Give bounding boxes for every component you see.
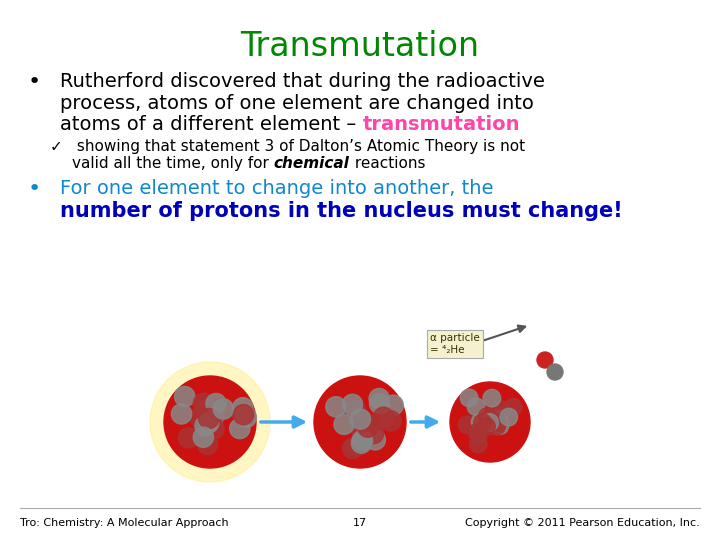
- Circle shape: [481, 412, 498, 430]
- Circle shape: [491, 401, 508, 418]
- Circle shape: [383, 395, 403, 415]
- Circle shape: [351, 433, 372, 453]
- Text: ✓: ✓: [50, 139, 63, 154]
- Text: α particle
= ⁴₂He: α particle = ⁴₂He: [430, 333, 480, 355]
- Text: Rutherford discovered that during the radioactive: Rutherford discovered that during the ra…: [60, 72, 545, 91]
- Circle shape: [190, 407, 210, 428]
- Circle shape: [164, 376, 256, 468]
- Circle shape: [347, 436, 367, 456]
- Circle shape: [197, 399, 217, 419]
- Circle shape: [342, 394, 363, 415]
- Circle shape: [358, 417, 378, 437]
- Circle shape: [347, 408, 367, 429]
- Circle shape: [547, 364, 563, 380]
- Text: showing that statement 3 of Dalton’s Atomic Theory is not: showing that statement 3 of Dalton’s Ato…: [72, 139, 525, 154]
- Text: •: •: [28, 72, 41, 92]
- Circle shape: [350, 415, 371, 435]
- Circle shape: [204, 419, 224, 439]
- Circle shape: [199, 408, 219, 429]
- Circle shape: [487, 417, 505, 435]
- Circle shape: [369, 388, 390, 409]
- Circle shape: [500, 408, 518, 426]
- Text: chemical: chemical: [274, 156, 350, 171]
- Circle shape: [490, 406, 507, 423]
- Circle shape: [364, 423, 384, 444]
- Circle shape: [233, 404, 253, 425]
- Text: 17: 17: [353, 518, 367, 528]
- Circle shape: [206, 394, 226, 414]
- Circle shape: [236, 407, 256, 427]
- Circle shape: [537, 352, 553, 368]
- Text: •: •: [28, 179, 41, 199]
- Circle shape: [459, 416, 476, 434]
- Circle shape: [365, 430, 385, 450]
- Circle shape: [489, 414, 507, 431]
- Circle shape: [479, 408, 496, 426]
- Circle shape: [469, 424, 486, 441]
- Circle shape: [230, 400, 251, 421]
- Text: process, atoms of one element are changed into: process, atoms of one element are change…: [60, 94, 534, 113]
- Circle shape: [334, 414, 354, 434]
- Circle shape: [504, 399, 522, 416]
- Circle shape: [314, 376, 406, 468]
- Circle shape: [203, 406, 223, 426]
- Circle shape: [196, 415, 216, 436]
- Circle shape: [354, 411, 374, 431]
- Text: valid all the time, only for: valid all the time, only for: [72, 156, 274, 171]
- Text: number of protons in the nucleus must change!: number of protons in the nucleus must ch…: [60, 201, 623, 221]
- Circle shape: [490, 410, 508, 428]
- Circle shape: [477, 418, 495, 435]
- Circle shape: [467, 398, 485, 415]
- Text: transmutation: transmutation: [362, 116, 520, 134]
- Circle shape: [469, 435, 487, 453]
- Circle shape: [199, 413, 219, 433]
- Circle shape: [233, 397, 253, 418]
- Text: reactions: reactions: [350, 156, 425, 171]
- Circle shape: [343, 438, 363, 458]
- Circle shape: [352, 430, 372, 450]
- Circle shape: [481, 414, 498, 431]
- Circle shape: [460, 389, 478, 407]
- Circle shape: [150, 362, 270, 482]
- Text: atoms of a different element –: atoms of a different element –: [60, 116, 362, 134]
- Circle shape: [369, 394, 390, 414]
- Circle shape: [171, 404, 192, 424]
- Circle shape: [489, 415, 507, 433]
- Text: Transmutation: Transmutation: [240, 30, 480, 63]
- Circle shape: [348, 410, 369, 430]
- Circle shape: [195, 416, 215, 436]
- Circle shape: [213, 399, 233, 419]
- Circle shape: [351, 419, 372, 440]
- Circle shape: [350, 409, 371, 429]
- Text: Copyright © 2011 Pearson Education, Inc.: Copyright © 2011 Pearson Education, Inc.: [465, 518, 700, 528]
- Circle shape: [346, 401, 366, 421]
- Circle shape: [374, 407, 394, 428]
- Circle shape: [197, 434, 217, 455]
- Circle shape: [325, 397, 346, 417]
- Circle shape: [474, 414, 491, 431]
- Circle shape: [174, 387, 195, 407]
- Circle shape: [450, 382, 530, 462]
- Circle shape: [469, 426, 487, 444]
- Circle shape: [193, 393, 214, 414]
- Circle shape: [193, 427, 213, 447]
- Circle shape: [483, 389, 500, 407]
- Circle shape: [381, 411, 401, 431]
- Circle shape: [203, 407, 223, 427]
- Circle shape: [491, 417, 509, 435]
- Text: For one element to change into another, the: For one element to change into another, …: [60, 179, 493, 198]
- Circle shape: [179, 428, 199, 448]
- Text: Tro: Chemistry: A Molecular Approach: Tro: Chemistry: A Molecular Approach: [20, 518, 229, 528]
- Circle shape: [472, 413, 489, 430]
- Circle shape: [230, 418, 250, 438]
